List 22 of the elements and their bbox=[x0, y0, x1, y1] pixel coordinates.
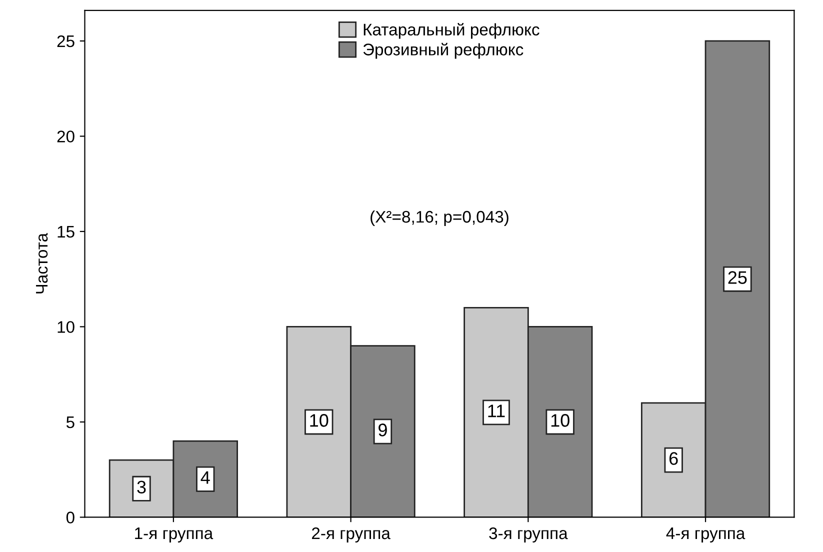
data-label: 9 bbox=[378, 424, 387, 436]
annotation: (X²=8,16; p=0,043) bbox=[370, 210, 508, 226]
y-tick-label: 15 bbox=[58, 226, 74, 238]
data-label: 3 bbox=[137, 480, 146, 494]
data-label: 11 bbox=[488, 404, 505, 418]
y-axis-title: Частота bbox=[36, 232, 48, 294]
x-tick-label: 4-я группа bbox=[666, 528, 746, 542]
data-label: 10 bbox=[551, 414, 570, 427]
y-tick-label: 25 bbox=[57, 35, 74, 48]
data-label: 10 bbox=[310, 414, 328, 427]
x-tick-label: 1-я группа bbox=[135, 528, 214, 542]
y-tick-label: 10 bbox=[58, 321, 74, 333]
legend-label: Эрозивный рефлюкс bbox=[363, 42, 524, 59]
x-tick-label: 2-я группа bbox=[312, 527, 390, 542]
y-tick-label: 0 bbox=[66, 512, 74, 524]
data-label: 4 bbox=[200, 471, 210, 484]
data-label: 6 bbox=[669, 452, 678, 465]
y-tick-label: 20 bbox=[57, 130, 74, 142]
legend-label: Катаральный рефлюкс bbox=[364, 22, 540, 39]
x-tick-label: 3-я группа bbox=[489, 527, 568, 542]
data-label: 25 bbox=[728, 271, 747, 284]
y-tick-label: 5 bbox=[66, 416, 74, 428]
